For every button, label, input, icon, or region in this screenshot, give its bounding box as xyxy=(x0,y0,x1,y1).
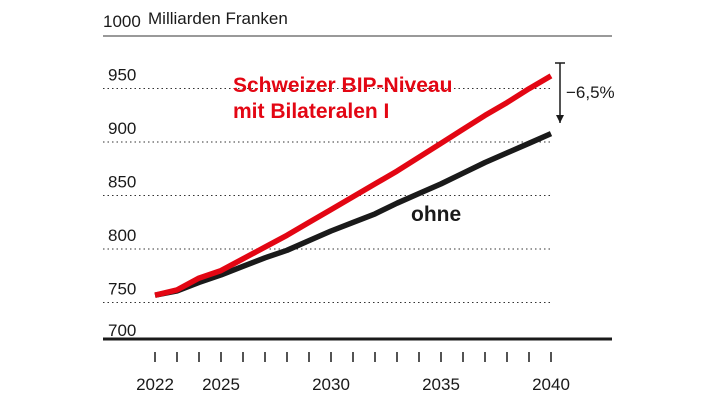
y-tick-label: 1000 xyxy=(103,12,141,31)
series-label-mit-bilateralen: mit Bilateralen I xyxy=(233,100,389,123)
y-tick-label: 900 xyxy=(108,119,136,138)
x-tick-label: 2035 xyxy=(422,375,460,394)
difference-annotation: −6,5% xyxy=(555,62,615,123)
series-label-mit-bilateralen: Schweizer BIP-Niveau xyxy=(233,74,452,97)
y-tick-label: 950 xyxy=(108,66,136,85)
y-tick-label: 800 xyxy=(108,226,136,245)
series-line-mit-bilateralen xyxy=(154,73,553,298)
unit-label: Milliarden Franken xyxy=(148,9,288,28)
x-axis-ticks: 2022 2025 2030 2035 2040 xyxy=(136,352,570,394)
gridlines xyxy=(103,35,612,341)
series-line-ohne xyxy=(154,131,553,298)
series-lines xyxy=(154,73,553,298)
y-tick-label: 850 xyxy=(108,173,136,192)
y-tick-label: 700 xyxy=(108,321,136,340)
difference-arrow-head xyxy=(556,115,564,123)
x-tick-label: 2030 xyxy=(312,375,350,394)
series-label-ohne: ohne xyxy=(411,203,461,226)
difference-label: −6,5% xyxy=(566,83,615,102)
x-tick-label: 2040 xyxy=(532,375,570,394)
y-tick-label: 750 xyxy=(108,280,136,299)
x-tick-label: 2025 xyxy=(202,375,240,394)
y-axis-ticks: 1000 950 900 850 800 750 700 xyxy=(103,12,141,340)
x-tick-label: 2022 xyxy=(136,375,174,394)
series-labels: Schweizer BIP-Niveau mit Bilateralen I ohn… xyxy=(233,74,461,226)
